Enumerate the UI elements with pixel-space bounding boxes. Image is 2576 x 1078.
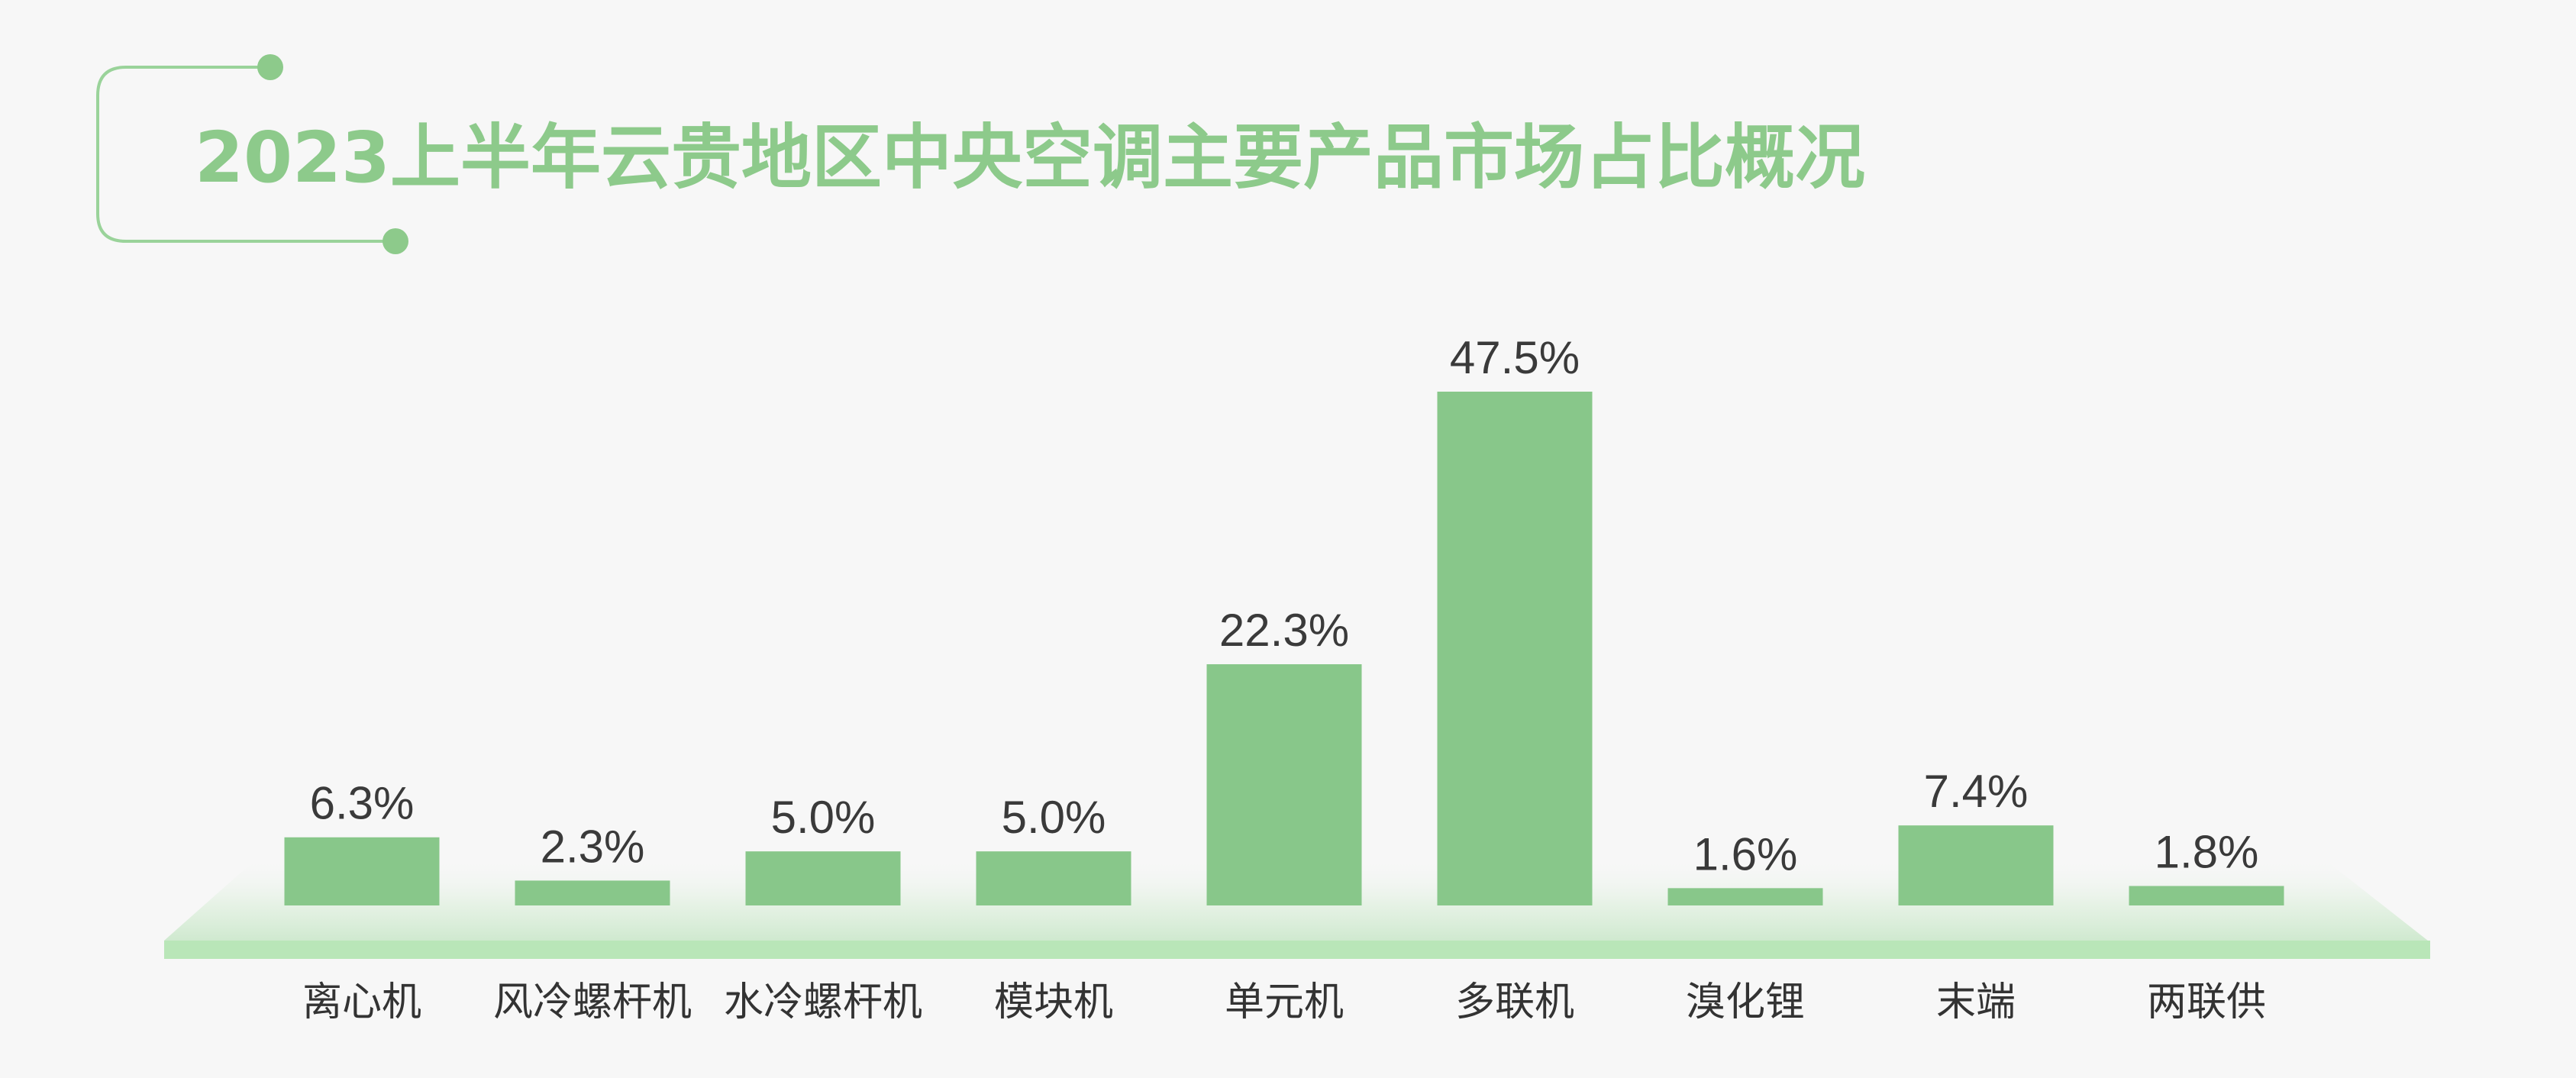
bar-6 [1667, 888, 1823, 905]
value-labels-layer: 6.3% 2.3% 5.0% 5.0% 22.3% 47.5% 1.6% 7.4% 1.8% [310, 332, 2259, 880]
value-label-5: 47.5% [1450, 332, 1580, 383]
value-label-8: 1.8% [2155, 826, 2259, 877]
value-label-4: 22.3% [1219, 605, 1349, 656]
category-label-5: 多联机 [1455, 980, 1574, 1025]
value-label-3: 5.0% [1002, 792, 1106, 843]
category-label-8: 两联供 [2147, 980, 2266, 1025]
value-label-7: 7.4% [1924, 766, 2029, 817]
value-label-6: 1.6% [1693, 828, 1798, 880]
bar-7 [1898, 825, 2054, 905]
platform-base [164, 941, 2430, 959]
bar-4 [1206, 664, 1362, 905]
bars-layer [284, 392, 2284, 905]
category-label-0: 离心机 [302, 980, 421, 1025]
bar-2 [745, 851, 901, 905]
bar-8 [2129, 886, 2284, 905]
value-label-1: 2.3% [541, 821, 645, 872]
title-bracket-dot-top [257, 54, 283, 80]
value-label-2: 5.0% [771, 792, 876, 843]
bar-1 [515, 880, 670, 905]
category-label-1: 风冷螺杆机 [493, 980, 692, 1025]
category-label-4: 单元机 [1225, 980, 1344, 1025]
title-decoration [96, 54, 408, 254]
bar-0 [284, 837, 440, 905]
category-label-7: 末端 [1936, 980, 2016, 1025]
category-labels-layer: 离心机 风冷螺杆机 水冷螺杆机 模块机 单元机 多联机 溴化锂 末端 两联供 [302, 980, 2266, 1025]
title-bracket-dot-bottom [383, 228, 408, 254]
bar-5 [1437, 392, 1593, 905]
category-label-6: 溴化锂 [1686, 980, 1805, 1025]
bar-3 [976, 851, 1131, 905]
category-label-2: 水冷螺杆机 [724, 980, 922, 1025]
value-label-0: 6.3% [310, 778, 415, 829]
title-bracket-line [96, 66, 395, 243]
chart-title: 2023上半年云贵地区中央空调主要产品市场占比概况 [195, 117, 1865, 198]
category-label-3: 模块机 [994, 980, 1113, 1025]
